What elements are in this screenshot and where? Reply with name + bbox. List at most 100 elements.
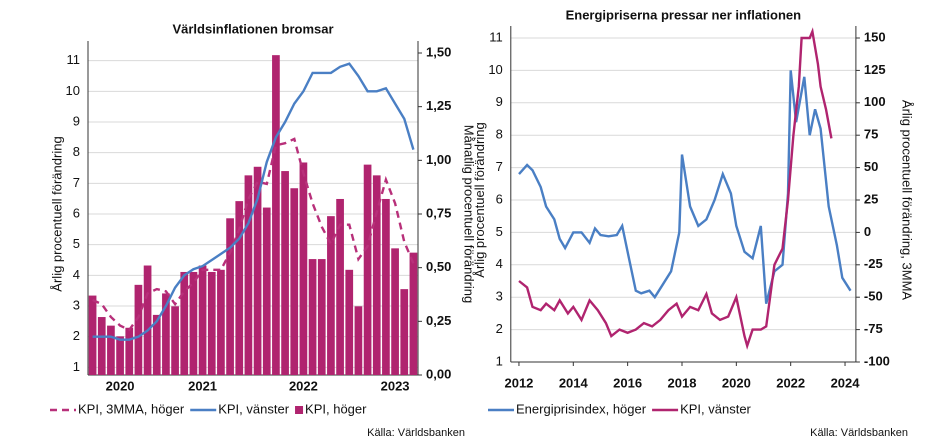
- y-tick-label: 5: [496, 224, 503, 239]
- x-tick-label: 2021: [188, 378, 217, 393]
- bar: [281, 171, 289, 375]
- bar: [391, 248, 399, 375]
- y-tick-label: 6: [73, 205, 80, 220]
- line: [518, 27, 833, 350]
- y2-tick-label: 1,25: [426, 98, 451, 113]
- x-tick-label: 2020: [722, 375, 751, 390]
- bar: [198, 265, 207, 375]
- bar: [382, 198, 390, 375]
- y2-tick-label: 1,00: [426, 152, 451, 167]
- y2-tick-label: -75: [864, 321, 883, 336]
- x-tick-label: 2022: [776, 375, 805, 390]
- x-tick-label: 2024: [831, 375, 861, 390]
- x-tick-label: 2016: [613, 375, 642, 390]
- y-axis-title: Årlig procentuell förändring: [49, 136, 64, 291]
- y2-tick-label: 0,25: [426, 313, 451, 328]
- y-tick-label: 10: [488, 62, 502, 77]
- y-tick-label: 8: [496, 127, 503, 142]
- bar: [253, 166, 262, 375]
- y2-tick-label: 0,50: [426, 259, 451, 274]
- y-tick-label: 11: [489, 29, 503, 44]
- bar: [180, 271, 189, 375]
- y-tick-label: 5: [73, 236, 80, 251]
- bar: [400, 289, 409, 375]
- bar: [189, 271, 198, 375]
- bar: [171, 306, 179, 375]
- bar: [125, 327, 134, 375]
- y-tick-label: 1: [496, 353, 503, 368]
- legend-label: KPI, vänster: [680, 401, 751, 416]
- bar: [290, 188, 299, 375]
- bar: [363, 164, 372, 375]
- legend-label: Energiprisindex, höger: [516, 401, 647, 416]
- bar: [409, 252, 418, 375]
- y-tick-label: 2: [73, 328, 80, 343]
- x-tick-label: 2012: [504, 375, 533, 390]
- bar: [372, 175, 381, 375]
- x-tick-label: 2020: [106, 378, 135, 393]
- legend-swatch: [295, 406, 304, 414]
- y2-tick-label: 125: [864, 62, 886, 77]
- source: Källa: Världsbanken: [810, 427, 908, 439]
- source: Källa: Världsbanken: [367, 427, 465, 439]
- chart-title: Världsinflationen bromsar: [172, 21, 333, 36]
- y-tick-label: 4: [496, 256, 503, 271]
- bar: [308, 259, 317, 375]
- y2-tick-label: 0: [864, 224, 871, 239]
- chart-title: Energipriserna pressar ner inflationen: [566, 7, 802, 22]
- bar: [226, 218, 234, 375]
- x-tick-label: 2023: [381, 378, 410, 393]
- x-tick-label: 2018: [668, 375, 697, 390]
- y2-tick-label: 0,75: [426, 205, 451, 220]
- x-tick-label: 2022: [289, 378, 318, 393]
- bar: [262, 207, 271, 375]
- bar: [162, 293, 170, 375]
- bar: [107, 325, 115, 375]
- y2-axis-title: Årlig procentuell förändring, 3MMA: [899, 100, 914, 300]
- bar: [272, 55, 280, 375]
- y2-tick-label: 0,00: [426, 366, 451, 381]
- y2-tick-label: 150: [864, 29, 886, 44]
- y-tick-label: 1: [73, 359, 80, 374]
- y-tick-label: 10: [66, 83, 80, 98]
- bar: [235, 201, 244, 375]
- bar: [244, 175, 253, 375]
- bar: [345, 269, 354, 375]
- bar: [317, 259, 326, 375]
- y2-tick-label: -100: [864, 353, 890, 368]
- legend-label: KPI, vänster: [218, 401, 289, 416]
- y-tick-label: 11: [67, 52, 81, 67]
- y-tick-label: 6: [496, 191, 503, 206]
- y-tick-label: 9: [496, 94, 503, 109]
- y-tick-label: 3: [496, 289, 503, 304]
- x-tick-label: 2014: [559, 375, 589, 390]
- bar: [354, 306, 363, 375]
- y2-tick-label: 25: [864, 191, 878, 206]
- line: [518, 70, 852, 304]
- y2-tick-label: -50: [864, 289, 883, 304]
- y-tick-label: 3: [73, 297, 80, 312]
- line: [92, 137, 415, 332]
- bar: [327, 216, 335, 375]
- y-tick-label: 8: [73, 144, 80, 159]
- legend-label: KPI, 3MMA, höger: [78, 401, 185, 416]
- bar: [134, 284, 143, 375]
- bar: [336, 198, 344, 375]
- legend-label: KPI, höger: [305, 401, 367, 416]
- line: [92, 62, 415, 341]
- bar: [299, 162, 308, 375]
- bar: [88, 295, 97, 375]
- y-axis-title: Årlig procentuell förändring: [472, 122, 487, 277]
- bar: [207, 271, 216, 375]
- bar: [116, 336, 124, 375]
- bar: [217, 269, 225, 375]
- y2-tick-label: -25: [864, 256, 883, 271]
- bar: [152, 314, 161, 375]
- y2-tick-label: 100: [864, 94, 886, 109]
- y-tick-label: 7: [496, 159, 503, 174]
- y-tick-label: 4: [73, 267, 80, 282]
- y2-tick-label: 75: [864, 127, 878, 142]
- bar: [143, 265, 152, 375]
- y-tick-label: 2: [496, 321, 503, 336]
